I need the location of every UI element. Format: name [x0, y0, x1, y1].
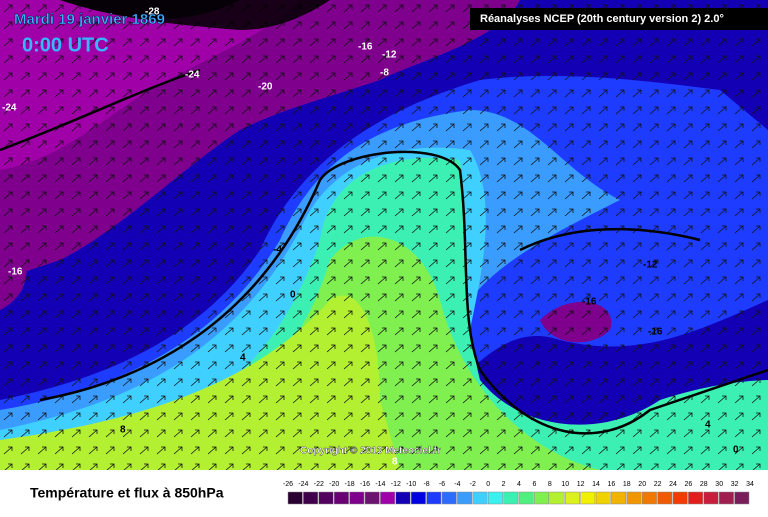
contour-label: 8 [120, 425, 126, 436]
colorbar-tick: 12 [577, 481, 585, 488]
colorbar-tick: -2 [470, 481, 476, 488]
colorbar-tick: 30 [715, 481, 723, 488]
caption: Température et flux à 850hPa [30, 485, 224, 501]
colorbar-swatch [380, 491, 396, 505]
colorbar-swatch [703, 491, 719, 505]
colorbar-tick: -4 [454, 481, 460, 488]
colorbar-tick: 32 [731, 481, 739, 488]
contour-label: 4 [240, 353, 246, 364]
colorbar-swatch [641, 491, 657, 505]
colorbar-tick: 14 [592, 481, 600, 488]
colorbar-swatch [611, 491, 627, 505]
colorbar-swatch [395, 491, 411, 505]
colorbar-tick: 16 [608, 481, 616, 488]
contour-label: -20 [258, 82, 273, 93]
map-field [0, 0, 768, 470]
contour-label: -24 [2, 103, 17, 114]
colorbar-swatch [734, 491, 750, 505]
colorbar-tick: -26 [283, 481, 293, 488]
colorbar-swatch [287, 491, 303, 505]
colorbar-tick: 10 [561, 481, 569, 488]
colorbar: -26 -24 -22 -20 -18 -16 -14 -12 -10 -8 -6 -4 -2 0 2 4 6 8… [283, 481, 754, 505]
colorbar-swatch [503, 491, 519, 505]
colorbar-swatch [549, 491, 565, 505]
colorbar-tick: -12 [391, 481, 401, 488]
source-box [470, 8, 768, 30]
colorbar-swatch [318, 491, 334, 505]
colorbar-tick: -10 [406, 481, 416, 488]
colorbar-swatch [349, 491, 365, 505]
colorbar-swatch [303, 491, 319, 505]
map-date: Mardi 19 janvier 1869 [14, 11, 165, 28]
colorbar-tick: -6 [439, 481, 445, 488]
colorbar-tick: 20 [638, 481, 646, 488]
colorbar-swatch [672, 491, 688, 505]
contour-label: -12 [643, 260, 658, 271]
colorbar-swatch [518, 491, 534, 505]
colorbar-swatch [595, 491, 611, 505]
contour-label: 0 [733, 445, 739, 456]
contour-label: 8 [392, 457, 398, 468]
colorbar-swatch [626, 491, 642, 505]
colorbar-tick: -22 [314, 481, 324, 488]
contour-label: -16 [648, 327, 663, 338]
colorbar-swatch [333, 491, 349, 505]
colorbar-tick: -16 [360, 481, 370, 488]
colorbar-tick: 26 [685, 481, 693, 488]
colorbar-tick: 24 [669, 481, 677, 488]
contour-label: -16 [582, 297, 597, 308]
copyright: Copyright © 2013 Meteociel.fr [300, 446, 441, 457]
colorbar-tick: 22 [654, 481, 662, 488]
colorbar-swatch [487, 491, 503, 505]
colorbar-tick: -18 [345, 481, 355, 488]
colorbar-tick: 8 [548, 481, 552, 488]
colorbar-tick: 34 [746, 481, 754, 488]
colorbar-tick: 28 [700, 481, 708, 488]
contour-label: -12 [382, 50, 397, 61]
contour-label: -16 [358, 42, 373, 53]
colorbar-swatch [564, 491, 580, 505]
colorbar-tick: 4 [517, 481, 521, 488]
colorbar-swatch [534, 491, 550, 505]
contour-label: -28 [145, 7, 160, 18]
contour-label: 0 [290, 290, 296, 301]
contour-label: -4 [273, 245, 282, 256]
contour-label: -24 [185, 70, 200, 81]
colorbar-swatch [441, 491, 457, 505]
colorbar-tick: 0 [486, 481, 490, 488]
colorbar-swatch [457, 491, 473, 505]
colorbar-swatch [657, 491, 673, 505]
colorbar-tick: -20 [329, 481, 339, 488]
map-time: 0:00 UTC [22, 34, 109, 56]
colorbar-swatch [580, 491, 596, 505]
contour-label: -16 [8, 267, 23, 278]
source: Réanalyses NCEP (20th century version 2)… [480, 13, 724, 25]
colorbar-tick: 18 [623, 481, 631, 488]
contour-labels: -28 -24 -20 -16 -12 -8 -4 0 4 8 -24 -16 -12 -16 -16 4 0 8 [2, 7, 739, 468]
colorbar-tick: -8 [423, 481, 429, 488]
colorbar-tick: 6 [532, 481, 536, 488]
contour-label: 4 [705, 420, 711, 431]
colorbar-swatch [426, 491, 442, 505]
colorbar-swatch [688, 491, 704, 505]
colorbar-tick: -14 [375, 481, 385, 488]
colorbar-swatch [718, 491, 734, 505]
colorbar-tick: 2 [502, 481, 506, 488]
colorbar-swatch [364, 491, 380, 505]
colorbar-swatch [472, 491, 488, 505]
contour-label: -8 [380, 68, 389, 79]
colorbar-swatch [410, 491, 426, 505]
colorbar-tick: -24 [298, 481, 308, 488]
